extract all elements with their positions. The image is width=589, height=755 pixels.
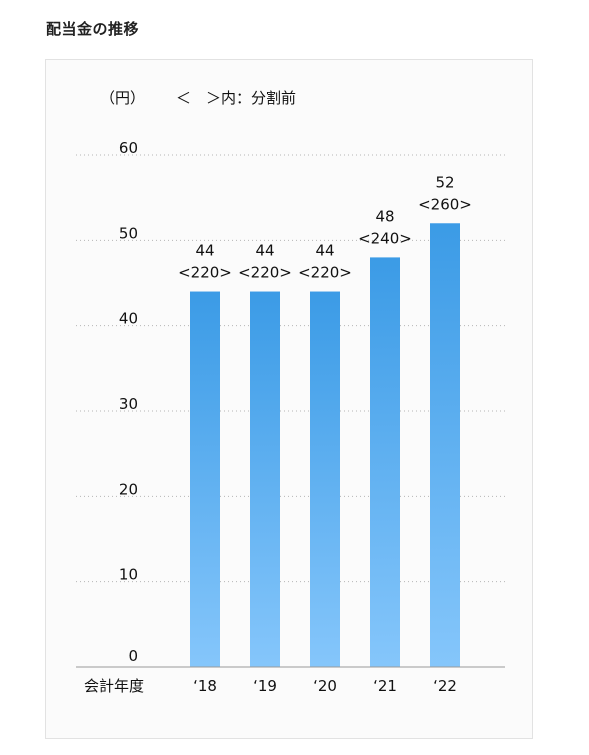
bar-pre-split-label: <220> — [178, 264, 232, 282]
y-tick-label: 0 — [128, 647, 138, 665]
bar — [250, 291, 280, 667]
bar-pre-split-label: <220> — [298, 264, 352, 282]
bar-value-label: 52 — [435, 173, 454, 191]
bar-pre-split-label: <260> — [418, 195, 472, 213]
bar — [190, 291, 220, 667]
x-tick-label: ‘19 — [253, 677, 277, 695]
bar — [430, 223, 460, 667]
bar-value-label: 44 — [255, 242, 274, 260]
data-labels: 44 <220> 44 <220> 44 <220> 48 <240> 52 <260> — [178, 173, 472, 281]
y-tick-label: 40 — [119, 310, 138, 328]
y-tick-label: 20 — [119, 480, 138, 498]
y-tick-labels: 0 10 20 30 40 50 60 — [119, 139, 138, 665]
x-tick-label: ‘18 — [193, 677, 217, 695]
unit-label: （円） — [100, 89, 145, 107]
page-title: 配当金の推移 — [46, 20, 140, 38]
bar-value-label: 44 — [315, 242, 334, 260]
x-axis-label: 会計年度 — [84, 677, 144, 695]
bar — [310, 291, 340, 667]
y-tick-label: 30 — [119, 395, 138, 413]
x-tick-label: ‘21 — [373, 677, 397, 695]
y-tick-label: 10 — [119, 566, 138, 584]
bar-pre-split-label: <220> — [238, 264, 292, 282]
y-tick-label: 60 — [119, 139, 138, 157]
legend-note: ＜ ＞内：分割前 — [176, 89, 296, 107]
bar — [370, 257, 400, 667]
y-tick-label: 50 — [119, 224, 138, 242]
x-tick-label: ‘22 — [433, 677, 457, 695]
bar-value-label: 48 — [375, 207, 394, 225]
x-tick-label: ‘20 — [313, 677, 337, 695]
bar-value-label: 44 — [195, 242, 214, 260]
bars — [190, 223, 460, 667]
x-tick-labels: ‘18 ‘19 ‘20 ‘21 ‘22 — [193, 677, 457, 695]
bar-pre-split-label: <240> — [358, 229, 412, 247]
